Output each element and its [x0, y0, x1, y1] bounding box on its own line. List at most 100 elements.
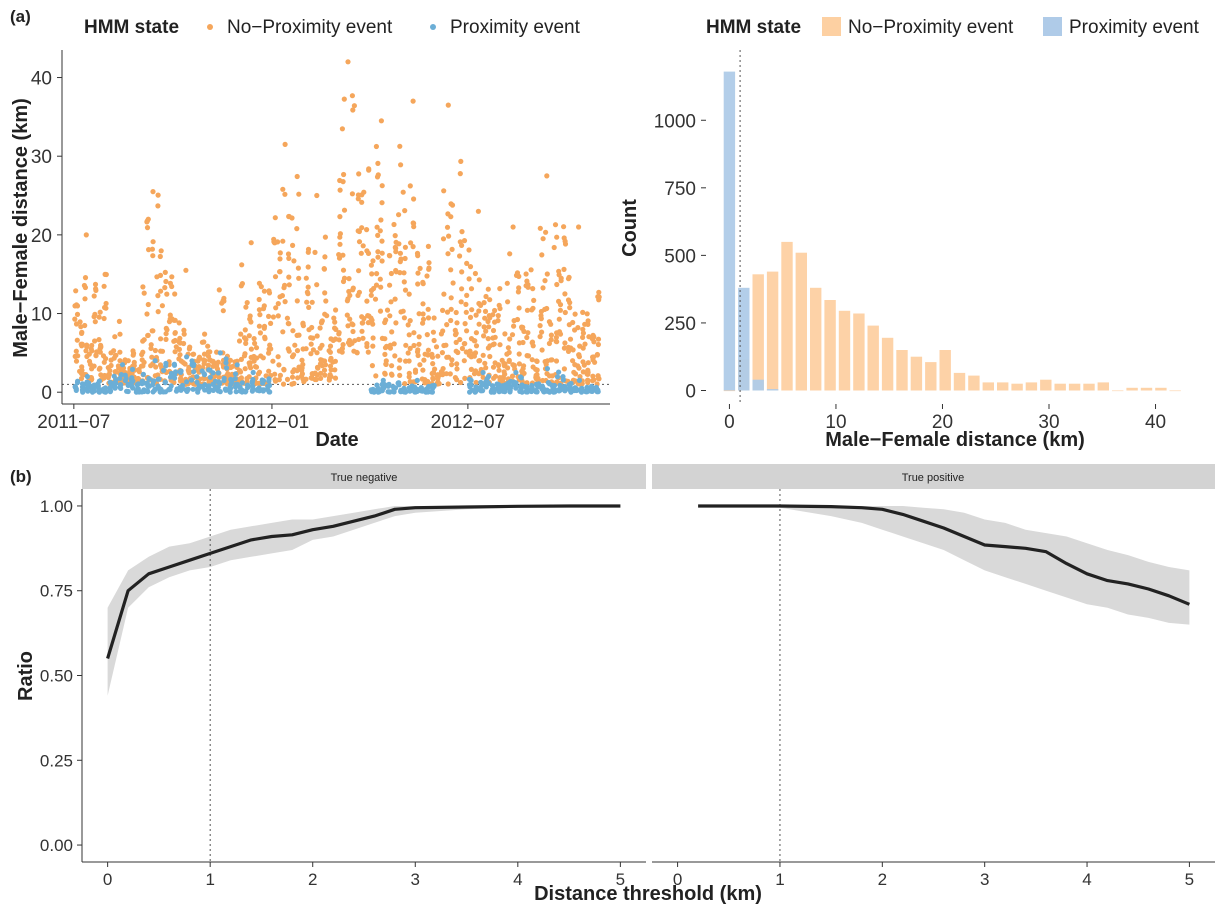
scatter-point: [382, 370, 388, 376]
scatter-point: [575, 363, 581, 369]
scatter-point: [356, 336, 362, 342]
scatter-point: [351, 103, 357, 109]
tp-x-tick-label: 5: [1185, 870, 1194, 889]
scatter-point: [370, 258, 376, 264]
scatter-point: [540, 236, 546, 242]
scatter-point: [580, 334, 586, 340]
histogram-bar-noprox: [1169, 390, 1181, 392]
scatter-point: [486, 324, 492, 330]
scatter-point: [308, 351, 314, 357]
scatter-point: [150, 239, 156, 245]
scatter-point: [497, 305, 503, 312]
scatter-point: [452, 332, 459, 338]
scatter-point: [349, 93, 355, 99]
scatter-point: [187, 344, 193, 350]
scatter-point: [411, 224, 417, 230]
histogram-bar-noprox: [1140, 387, 1153, 391]
scatter-point: [361, 189, 367, 195]
scatter-point: [589, 385, 595, 391]
scatter-point: [266, 368, 272, 374]
scatter-point: [282, 141, 288, 147]
scatter-point: [332, 319, 338, 325]
scatter-point: [513, 369, 519, 376]
histogram-bar-noprox: [1112, 390, 1124, 392]
scatter-point: [339, 345, 345, 352]
scatter-point: [317, 325, 323, 331]
scatter-point: [562, 309, 568, 316]
scatter-point: [163, 363, 169, 369]
scatter-point: [271, 236, 277, 242]
scatter-point: [481, 300, 487, 306]
scatter-point: [118, 382, 124, 388]
scatter-point: [171, 361, 177, 367]
scatter-point: [243, 304, 249, 310]
scatter-point: [309, 324, 315, 331]
scatter-point: [276, 362, 282, 368]
scatter-point: [184, 379, 190, 385]
scatter-point: [511, 379, 517, 385]
scatter-point: [232, 384, 239, 390]
scatter-point: [144, 225, 151, 231]
scatter-point: [510, 323, 517, 329]
scatter-point: [519, 324, 525, 330]
scatter-point: [592, 359, 598, 365]
scatter-point: [349, 191, 355, 197]
scatter-point: [356, 239, 363, 245]
facet-strip-true-positive: [652, 464, 1215, 489]
scatter-point: [538, 313, 544, 319]
scatter-point: [74, 337, 80, 343]
scatter-point: [318, 375, 324, 381]
scatter-point: [466, 247, 472, 253]
scatter-point: [322, 311, 328, 317]
scatter-point: [386, 381, 392, 387]
scatter-point: [92, 338, 98, 344]
scatter-point: [452, 375, 458, 381]
scatter-point: [505, 365, 511, 371]
scatter-point: [405, 350, 411, 356]
scatter-point: [332, 367, 338, 373]
scatter-point: [450, 280, 456, 286]
scatter-point: [194, 379, 200, 385]
scatter-point: [258, 284, 264, 290]
scatter-point: [238, 331, 244, 337]
scatter-point: [556, 369, 562, 375]
scatter-point: [250, 376, 256, 383]
scatter-point: [340, 179, 346, 185]
scatter-point: [358, 250, 364, 256]
scatter-point: [312, 370, 318, 376]
scatter-point: [463, 309, 469, 315]
scatter-point: [580, 359, 586, 365]
scatter-point: [250, 383, 256, 389]
scatter-point: [462, 375, 468, 381]
scatter-point: [544, 173, 550, 179]
scatter-point: [268, 320, 274, 326]
scatter-point: [487, 297, 493, 303]
scatter-point: [457, 171, 463, 177]
scatter-point: [340, 278, 347, 285]
scatter-point: [254, 386, 260, 393]
scatter-point: [202, 331, 208, 337]
scatter-point: [196, 354, 203, 360]
scatter-point: [410, 244, 416, 250]
scatter-point: [449, 362, 455, 368]
scatter-point: [350, 285, 356, 291]
facet-true-positive: True positive 0 1 2 3 4 5: [652, 464, 1215, 889]
scatter-point: [96, 314, 102, 320]
scatter-point: [570, 347, 576, 353]
scatter-point: [270, 314, 276, 320]
scatter-point: [318, 370, 324, 376]
scatter-point: [314, 192, 320, 199]
scatter-point: [420, 367, 426, 373]
scatter-point: [228, 372, 234, 378]
scatter-point: [401, 315, 407, 321]
scatter-point: [429, 389, 435, 395]
scatter-point: [562, 291, 568, 297]
scatter-point: [406, 358, 412, 364]
scatter-point: [375, 249, 381, 255]
scatter-point: [245, 383, 251, 389]
scatter-point: [390, 384, 396, 390]
scatter-point: [315, 365, 321, 371]
scatter-point: [492, 373, 499, 379]
scatter-point: [308, 341, 314, 347]
tp-x-tick-label: 2: [878, 870, 887, 889]
